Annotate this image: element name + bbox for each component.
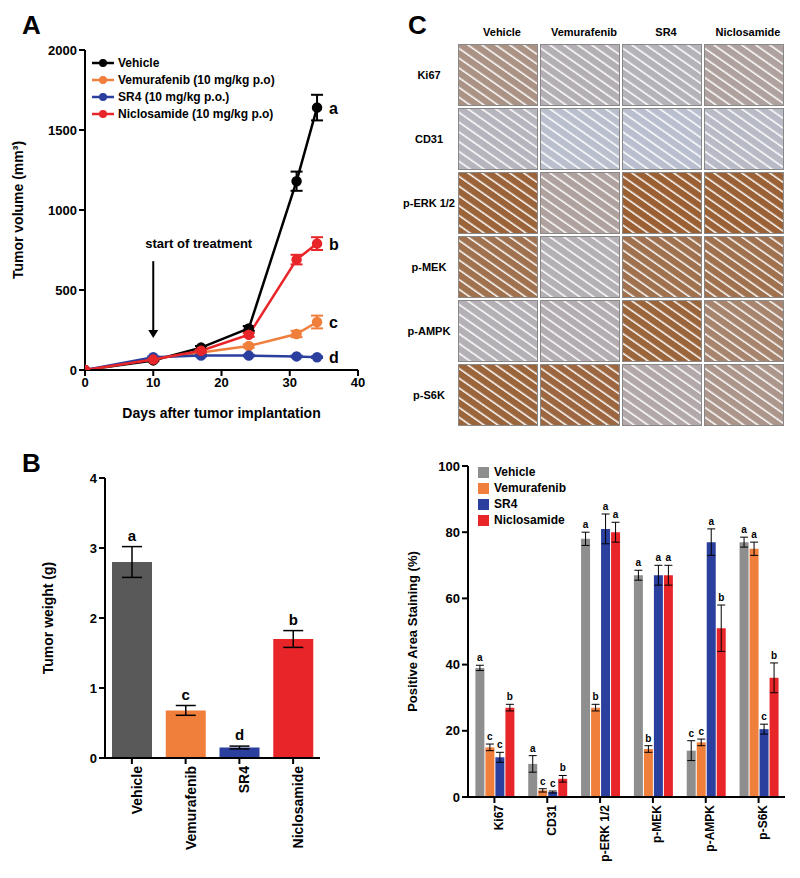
svg-text:a: a (613, 509, 619, 520)
svg-text:c: c (487, 731, 493, 742)
html-text:A: A (22, 10, 41, 40)
html-text:Vemurafenib (10 mg/kg p.o): Vemurafenib (10 mg/kg p.o) (118, 72, 275, 87)
html-text:Niclosamide: Niclosamide (494, 513, 565, 527)
svg-text:p-AMPK: p-AMPK (703, 805, 717, 852)
svg-text:b: b (771, 650, 777, 661)
svg-text:p-MEK: p-MEK (650, 805, 664, 843)
svg-text:10: 10 (146, 375, 160, 390)
svg-text:80: 80 (446, 525, 460, 540)
svg-text:b: b (507, 691, 513, 702)
svg-text:100: 100 (438, 459, 460, 474)
html-text:p-ERK 1/2: p-ERK 1/2 (403, 197, 455, 209)
svg-text:40: 40 (351, 375, 365, 390)
svg-text:CD31: CD31 (545, 805, 559, 836)
svg-text:Positive Area Staining (%): Positive Area Staining (%) (405, 551, 420, 712)
svg-text:a: a (708, 516, 714, 527)
html-text:Vehicle: Vehicle (494, 465, 536, 479)
svg-text:Tumor weight (g): Tumor weight (g) (40, 562, 56, 675)
svg-text:a: a (751, 529, 757, 540)
html-text:p-S6K: p-S6K (413, 389, 445, 401)
html-text:CD31: CD31 (414, 133, 444, 145)
html-text:p-AMPK: p-AMPK (407, 325, 451, 337)
svg-text:30: 30 (283, 375, 297, 390)
svg-text:0: 0 (90, 751, 97, 766)
svg-text:start of treatment: start of treatment (145, 236, 253, 251)
svg-text:SR4: SR4 (236, 766, 252, 793)
svg-text:Tumor volume (mm³): Tumor volume (mm³) (10, 141, 26, 279)
html-text:Niclosamide (10 mg/kg p.o): Niclosamide (10 mg/kg p.o) (118, 106, 274, 121)
svg-text:c: c (688, 728, 694, 739)
svg-text:a: a (666, 552, 672, 563)
svg-text:1: 1 (90, 681, 97, 696)
html-text:SR4: SR4 (494, 497, 518, 511)
html-text:B: B (22, 448, 41, 478)
svg-text:c: c (698, 726, 704, 737)
svg-text:4: 4 (90, 471, 98, 486)
svg-text:Niclosamide: Niclosamide (290, 766, 306, 849)
svg-text:2000: 2000 (48, 43, 77, 58)
svg-text:Vemurafenib: Vemurafenib (183, 766, 199, 850)
html-text:Vehicle: Vehicle (118, 55, 160, 70)
svg-text:1000: 1000 (48, 203, 77, 218)
svg-text:a: a (741, 524, 747, 535)
svg-text:b: b (560, 762, 566, 773)
svg-text:c: c (497, 739, 503, 750)
svg-text:c: c (540, 776, 546, 787)
svg-text:0: 0 (70, 363, 77, 378)
svg-text:d: d (329, 349, 339, 366)
svg-text:c: c (182, 686, 190, 703)
svg-text:b: b (329, 236, 339, 253)
svg-text:a: a (530, 743, 536, 754)
html-text:Vemurafenib: Vemurafenib (551, 26, 617, 38)
html-text:Vehicle: Vehicle (483, 26, 521, 38)
svg-text:c: c (761, 711, 767, 722)
svg-text:p-S6K: p-S6K (756, 805, 770, 840)
svg-text:p-ERK 1/2: p-ERK 1/2 (598, 805, 612, 862)
svg-text:a: a (128, 527, 137, 544)
svg-text:a: a (583, 519, 589, 530)
svg-text:0: 0 (81, 375, 88, 390)
svg-text:a: a (603, 501, 609, 512)
svg-text:3: 3 (90, 541, 97, 556)
svg-text:c: c (329, 314, 338, 331)
html-text:SR4: SR4 (655, 26, 677, 38)
svg-text:b: b (718, 592, 724, 603)
svg-text:b: b (289, 611, 298, 628)
svg-text:c: c (550, 778, 556, 789)
html-text:p-MEK: p-MEK (411, 261, 447, 273)
svg-text:2: 2 (90, 611, 97, 626)
svg-text:b: b (645, 733, 651, 744)
html-text:Niclosamide: Niclosamide (715, 26, 781, 38)
svg-text:Days after tumor implantation: Days after tumor implantation (122, 405, 320, 421)
svg-text:Ki67: Ki67 (492, 805, 506, 831)
html-text:SR4 (10 mg/kg p.o.): SR4 (10 mg/kg p.o.) (118, 89, 230, 104)
svg-text:a: a (656, 552, 662, 563)
svg-text:40: 40 (446, 657, 460, 672)
html-text:Vemurafenib: Vemurafenib (494, 481, 566, 495)
svg-text:1500: 1500 (48, 123, 77, 138)
svg-text:a: a (477, 652, 483, 663)
html-text:Ki67: Ki67 (417, 69, 441, 81)
html-text:C: C (408, 10, 427, 40)
svg-text:b: b (593, 691, 599, 702)
svg-text:d: d (235, 726, 244, 743)
svg-text:Vehicle: Vehicle (129, 766, 145, 814)
svg-text:20: 20 (446, 723, 460, 738)
svg-text:60: 60 (446, 591, 460, 606)
svg-text:500: 500 (55, 283, 77, 298)
svg-text:a: a (329, 100, 338, 117)
svg-text:0: 0 (453, 790, 460, 805)
svg-text:20: 20 (214, 375, 228, 390)
svg-text:a: a (636, 557, 642, 568)
